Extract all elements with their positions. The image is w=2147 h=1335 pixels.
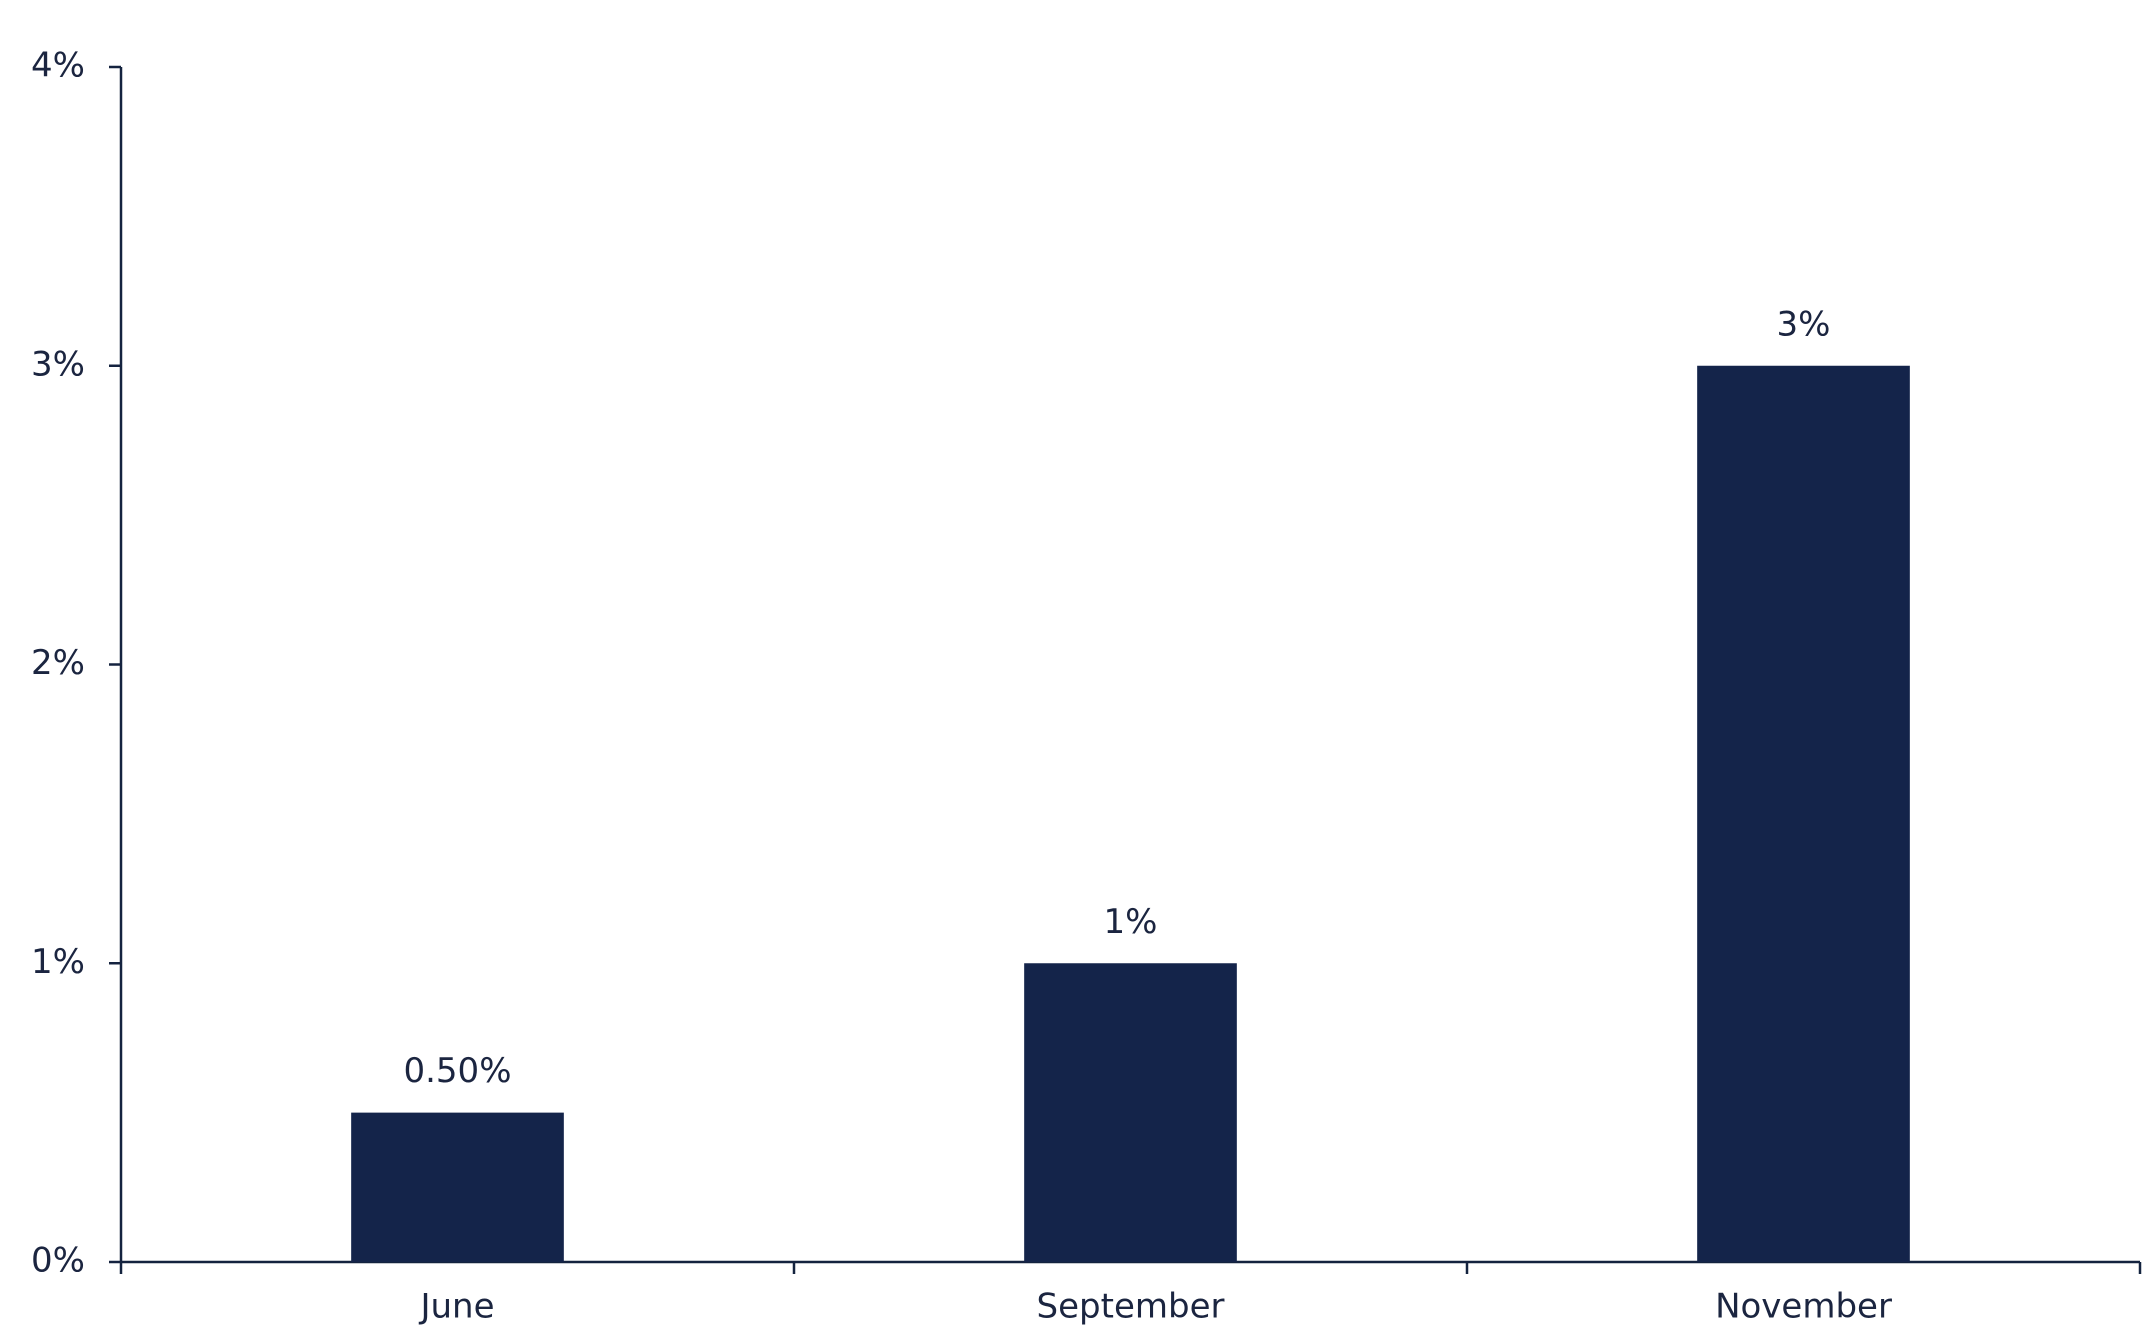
value-label: 3% xyxy=(1777,304,1831,344)
y-tick-label: 2% xyxy=(31,643,85,683)
value-label: 1% xyxy=(1104,902,1158,942)
bar xyxy=(1697,365,1910,1262)
y-tick-label: 3% xyxy=(31,344,85,384)
y-tick-label: 1% xyxy=(31,942,85,982)
x-tick-label: September xyxy=(1037,1287,1225,1327)
bar xyxy=(351,1112,564,1262)
value-label: 0.50% xyxy=(403,1051,511,1091)
x-tick-label: June xyxy=(418,1287,494,1327)
x-tick-label: November xyxy=(1715,1287,1892,1327)
bar xyxy=(1024,963,1237,1262)
y-tick-label: 0% xyxy=(31,1241,85,1281)
y-tick-label: 4% xyxy=(31,46,85,86)
